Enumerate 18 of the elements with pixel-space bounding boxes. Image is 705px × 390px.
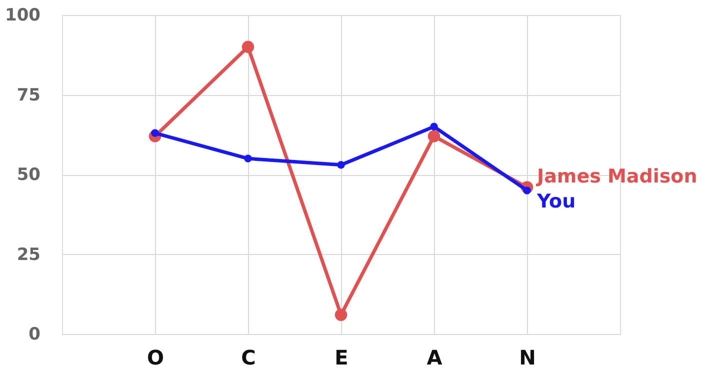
x-tick-label: C xyxy=(241,346,256,370)
point xyxy=(430,122,438,131)
point xyxy=(428,130,440,142)
point xyxy=(242,40,254,54)
x-tick-label: N xyxy=(519,346,536,370)
series-label: You xyxy=(536,190,576,212)
x-tick-label: O xyxy=(146,346,164,370)
series-label: James Madison xyxy=(535,165,698,188)
y-tick-label: 0 xyxy=(28,324,41,344)
y-tick-label: 50 xyxy=(16,165,41,185)
x-tick-label: E xyxy=(334,346,348,370)
y-tick-label: 100 xyxy=(5,6,41,26)
point xyxy=(334,308,348,321)
y-tick-label: 25 xyxy=(16,244,40,265)
y-tick-label: 75 xyxy=(16,85,40,106)
x-tick-label: A xyxy=(426,346,443,370)
point xyxy=(244,154,252,162)
point xyxy=(337,161,345,169)
